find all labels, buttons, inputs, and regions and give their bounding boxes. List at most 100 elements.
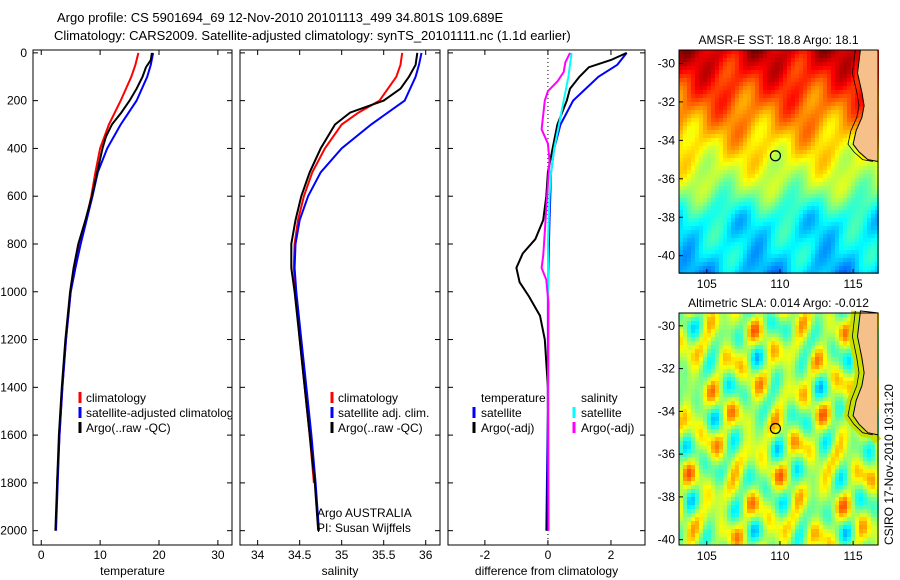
heat-cell [827,361,831,365]
heat-cell [683,349,687,353]
heat-cell [819,401,823,405]
heat-cell [815,397,819,401]
heat-cell [703,417,707,421]
heat-cell [807,150,811,154]
heat-cell [723,202,727,206]
heat-cell [819,457,823,461]
heat-cell [839,258,843,262]
heat-cell [687,313,691,317]
heat-cell [723,381,727,385]
heat-cell [715,337,719,341]
heat-cell [691,246,695,250]
heat-cell [811,226,815,230]
heat-cell [683,110,687,114]
heat-cell [747,62,751,66]
heat-cell [787,469,791,473]
heat-cell [779,421,783,425]
heat-cell [707,262,711,266]
heat-cell [703,413,707,417]
heat-cell [855,78,859,82]
heat-cell [799,441,803,445]
heat-cell [707,449,711,453]
heat-cell [851,266,855,270]
heat-cell [867,250,871,254]
heat-cell [831,90,835,94]
heat-cell [707,82,711,86]
heat-cell [867,222,871,226]
heat-cell [731,118,735,122]
heat-cell [711,66,715,70]
heat-cell [719,345,723,349]
heat-cell [687,473,691,477]
heat-cell [735,82,739,86]
heat-cell [815,194,819,198]
heat-cell [823,186,827,190]
heat-cell [731,134,735,138]
heat-cell [691,174,695,178]
heat-cell [815,130,819,134]
heat-cell [683,234,687,238]
heat-cell [867,437,871,441]
heat-cell [719,58,723,62]
heat-cell [691,106,695,110]
heat-cell [851,457,855,461]
heat-cell [855,122,859,126]
heat-cell [735,409,739,413]
heat-cell [871,162,875,166]
heat-cell [687,361,691,365]
y-tick-label: -36 [658,172,676,186]
heat-cell [819,182,823,186]
heat-cell [799,250,803,254]
heat-cell [839,94,843,98]
heat-cell [731,401,735,405]
heat-cell [739,222,743,226]
heat-cell [831,214,835,218]
heat-cell [815,421,819,425]
heat-cell [839,158,843,162]
heat-cell [727,353,731,357]
heat-cell [811,250,815,254]
heat-cell [687,198,691,202]
heat-cell [867,246,871,250]
heat-cell [703,437,707,441]
heat-cell [787,86,791,90]
heat-cell [819,90,823,94]
heat-cell [691,445,695,449]
heat-cell [723,397,727,401]
heat-cell [683,182,687,186]
heat-cell [735,437,739,441]
heat-cell [859,114,863,118]
heat-cell [835,365,839,369]
heat-cell [691,170,695,174]
heat-cell [699,62,703,66]
heat-cell [699,393,703,397]
heat-cell [855,337,859,341]
heat-cell [807,433,811,437]
heat-cell [719,413,723,417]
heat-cell [855,214,859,218]
heat-cell [847,166,851,170]
heat-cell [679,190,683,194]
heat-cell [771,114,775,118]
heat-cell [791,377,795,381]
heat-cell [815,345,819,349]
heat-cell [683,138,687,142]
heat-cell [739,198,743,202]
heat-cell [711,429,715,433]
heat-cell [775,54,779,58]
heat-cell [711,461,715,465]
heat-cell [759,254,763,258]
heat-cell [811,62,815,66]
heat-cell [835,465,839,469]
heat-cell [727,186,731,190]
heat-cell [715,74,719,78]
heat-cell [799,369,803,373]
heat-cell [771,397,775,401]
heat-cell [743,62,747,66]
heat-cell [831,102,835,106]
heat-cell [787,210,791,214]
legend-entry: satellite adj. clim. [338,406,429,420]
heat-cell [835,178,839,182]
heat-cell [783,150,787,154]
heat-cell [827,469,831,473]
